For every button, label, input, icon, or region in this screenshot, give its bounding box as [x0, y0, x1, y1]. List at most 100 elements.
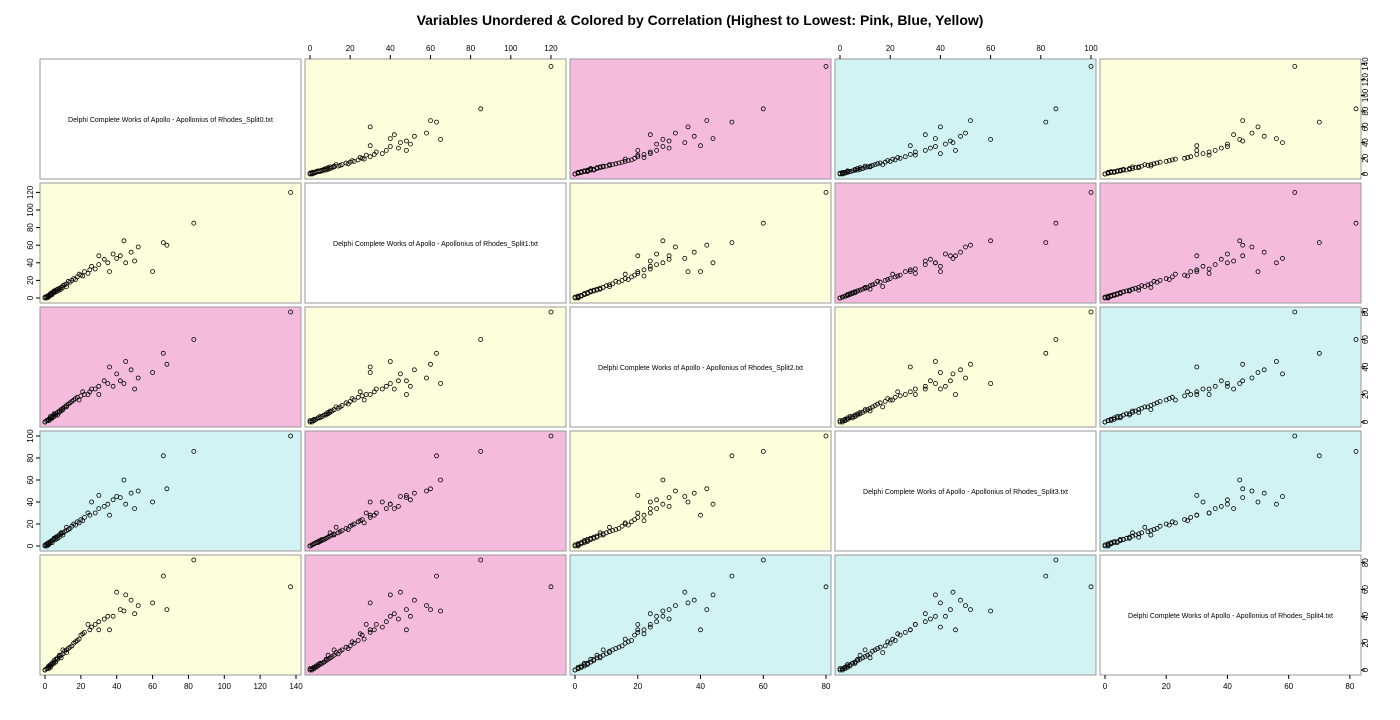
data-point: [1142, 524, 1148, 530]
data-point: [862, 408, 868, 414]
data-point: [1188, 515, 1194, 520]
data-point: [121, 381, 127, 386]
data-point: [597, 655, 603, 661]
data-point: [403, 147, 409, 153]
data-point: [870, 162, 875, 168]
data-point: [1206, 386, 1212, 392]
data-point: [907, 151, 913, 157]
data-point: [1188, 392, 1194, 397]
data-point: [1188, 154, 1194, 160]
variable-label: Delphi Complete Works of Apollo - Apollo…: [863, 489, 1068, 496]
data-point: [938, 386, 943, 392]
data-point: [837, 419, 843, 425]
data-point: [958, 597, 963, 603]
data-point: [1053, 557, 1059, 563]
data-point: [1133, 532, 1138, 538]
data-point: [438, 477, 443, 483]
data-point: [907, 627, 913, 633]
data-point: [635, 492, 641, 498]
data-point: [604, 530, 609, 536]
data-point: [1124, 288, 1129, 294]
data-point: [150, 600, 156, 606]
data-point: [582, 662, 587, 667]
data-point: [1292, 189, 1298, 195]
data-point: [355, 638, 361, 643]
data-point: [1182, 272, 1187, 278]
data-point: [128, 367, 134, 373]
data-point: [164, 486, 170, 492]
data-point: [698, 269, 703, 275]
data-point: [1124, 535, 1129, 541]
data-point: [1169, 274, 1175, 280]
data-point: [1163, 158, 1169, 164]
tick-label: 20: [26, 519, 35, 528]
data-point: [107, 269, 112, 275]
data-point: [902, 269, 908, 275]
data-point: [1111, 292, 1117, 298]
data-point: [729, 240, 735, 246]
data-point: [907, 143, 913, 149]
tick-label: 80: [184, 682, 193, 691]
data-point: [395, 616, 401, 622]
data-point: [1136, 287, 1142, 293]
data-point: [880, 404, 886, 410]
data-point: [1102, 295, 1108, 301]
panel-background: [834, 306, 1097, 428]
panel-3-2: [569, 430, 832, 552]
data-point: [635, 622, 641, 627]
data-point: [1157, 523, 1163, 529]
variable-label: Delphi Complete Works of Apollo - Apollo…: [1128, 613, 1333, 620]
data-point: [857, 166, 863, 172]
data-point: [953, 627, 958, 633]
data-point: [307, 170, 313, 176]
data-point: [922, 383, 928, 389]
data-point: [434, 573, 439, 579]
data-point: [411, 367, 417, 373]
data-point: [673, 244, 678, 250]
data-point: [65, 646, 71, 651]
data-point: [963, 603, 968, 608]
data-point: [135, 244, 141, 250]
data-point: [685, 499, 691, 505]
data-point: [1261, 249, 1267, 255]
data-point: [391, 386, 397, 392]
data-point: [607, 650, 612, 655]
panel-1-4: [1099, 182, 1362, 304]
data-point: [96, 253, 102, 259]
data-point: [1249, 130, 1255, 136]
data-point: [625, 522, 631, 528]
panel-1-1: Delphi Complete Works of Apollo - Apollo…: [304, 182, 567, 304]
data-point: [666, 616, 672, 622]
data-point: [666, 145, 672, 151]
data-point: [44, 295, 50, 301]
tick-label: 0: [1361, 171, 1370, 176]
data-point: [880, 650, 886, 655]
data-point: [632, 632, 637, 638]
data-point: [575, 666, 581, 672]
data-point: [629, 157, 634, 163]
data-point: [1212, 383, 1218, 389]
tick-label: 0: [26, 543, 35, 548]
data-point: [1240, 361, 1246, 367]
data-point: [1166, 277, 1172, 282]
data-point: [1154, 279, 1160, 285]
tick-label: 120: [544, 44, 558, 53]
data-point: [387, 592, 393, 598]
data-point: [710, 592, 716, 598]
data-point: [191, 337, 197, 342]
data-point: [1088, 309, 1094, 315]
data-point: [1292, 309, 1298, 315]
data-point: [150, 269, 156, 275]
data-point: [698, 143, 703, 149]
data-point: [862, 284, 868, 290]
data-point: [1206, 270, 1212, 276]
data-point: [345, 527, 351, 532]
data-point: [847, 169, 853, 175]
data-point: [1148, 528, 1154, 533]
data-point: [361, 520, 367, 526]
data-point: [44, 418, 50, 424]
data-point: [1206, 149, 1212, 155]
right-y-axis-2: 0 20 40 60 80: [1361, 307, 1370, 424]
data-point: [660, 144, 666, 149]
data-point: [654, 251, 659, 257]
